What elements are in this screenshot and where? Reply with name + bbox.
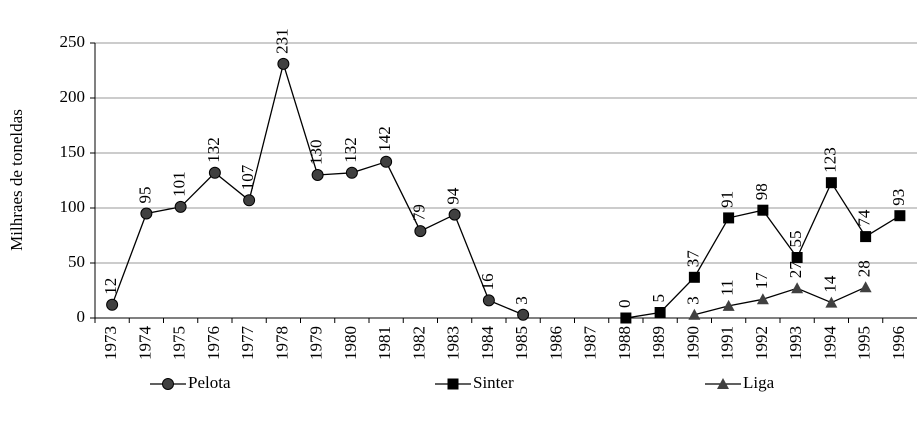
data-point (414, 225, 427, 238)
legend-label: Pelota (188, 373, 231, 392)
data-label: 14 (820, 275, 839, 293)
y-tick-label: 250 (60, 32, 86, 51)
x-tick-label: 1979 (307, 326, 326, 360)
data-point (791, 282, 804, 294)
x-tick-label: 1985 (512, 326, 531, 360)
data-label: 5 (649, 294, 668, 303)
x-tick-label: 1978 (272, 326, 291, 360)
x-tick-label: 1982 (409, 326, 428, 360)
legend-marker (162, 378, 174, 390)
data-point (688, 308, 701, 320)
data-label: 79 (409, 204, 428, 221)
data-point (757, 204, 769, 216)
data-point (825, 296, 838, 308)
data-label: 74 (855, 209, 874, 227)
x-tick-label: 1993 (786, 326, 805, 360)
legend-marker (717, 378, 729, 389)
x-tick-label: 1990 (683, 326, 702, 360)
x-tick-label: 1977 (238, 326, 257, 361)
data-point (620, 312, 632, 324)
data-label: 93 (889, 189, 908, 206)
x-tick-label: 1984 (478, 326, 497, 361)
data-label: 98 (752, 183, 771, 200)
data-label: 12 (101, 278, 120, 295)
data-point (208, 166, 221, 179)
data-point (106, 298, 119, 311)
data-point (380, 155, 393, 168)
data-label: 16 (478, 273, 497, 290)
data-label: 3 (683, 296, 702, 305)
series-line (694, 286, 866, 316)
data-label: 94 (444, 187, 463, 205)
data-label: 55 (786, 231, 805, 248)
x-tick-label: 1995 (855, 326, 874, 360)
data-label: 231 (272, 28, 291, 54)
x-tick-label: 1980 (341, 326, 360, 360)
data-point (311, 169, 324, 181)
data-label: 142 (375, 126, 394, 152)
data-label: 37 (683, 250, 702, 268)
data-point (688, 271, 700, 283)
data-label: 17 (752, 272, 771, 290)
data-label: 91 (718, 191, 737, 208)
x-tick-label: 1994 (820, 326, 839, 361)
data-point (722, 299, 735, 311)
data-label: 95 (135, 187, 154, 204)
data-point (756, 293, 769, 305)
x-tick-label: 1983 (444, 326, 463, 360)
data-label: 3 (512, 296, 531, 305)
data-point (482, 294, 495, 307)
x-tick-label: 1986 (546, 326, 565, 360)
x-tick-label: 1987 (581, 326, 600, 361)
y-tick-label: 150 (60, 142, 86, 161)
x-tick-label: 1974 (135, 326, 154, 361)
data-point (174, 200, 187, 213)
data-point (140, 207, 153, 220)
data-point (723, 212, 735, 224)
data-point (825, 177, 837, 189)
data-point (277, 57, 290, 70)
data-label: 130 (307, 140, 326, 166)
x-tick-label: 1981 (375, 326, 394, 360)
data-label: 28 (855, 260, 874, 277)
x-tick-label: 1973 (101, 326, 120, 360)
data-label: 132 (341, 137, 360, 163)
data-point (791, 252, 803, 263)
data-point (654, 307, 666, 318)
x-tick-label: 1988 (615, 326, 634, 360)
data-point (517, 308, 530, 321)
data-point (859, 281, 872, 293)
y-tick-label: 0 (77, 307, 86, 326)
data-label: 101 (170, 171, 189, 197)
x-tick-label: 1976 (204, 326, 223, 360)
x-tick-label: 1991 (718, 326, 737, 360)
data-label: 0 (615, 300, 634, 309)
data-label: 123 (820, 147, 839, 173)
data-point (860, 231, 872, 243)
legend-marker (447, 378, 459, 390)
x-tick-label: 1975 (170, 326, 189, 360)
y-tick-label: 200 (60, 87, 86, 106)
data-point (345, 166, 358, 179)
legend-label: Liga (743, 373, 775, 392)
x-tick-label: 1989 (649, 326, 668, 360)
data-label: 107 (238, 164, 257, 190)
x-tick-label: 1996 (889, 326, 908, 360)
y-tick-label: 100 (60, 197, 86, 216)
data-point (243, 194, 256, 207)
y-axis-label: Milhraes de toneldas (7, 109, 26, 251)
data-label: 11 (718, 280, 737, 296)
data-point (448, 208, 461, 221)
x-tick-label: 1992 (752, 326, 771, 360)
legend-label: Sinter (473, 373, 514, 392)
data-label: 132 (204, 137, 223, 163)
y-tick-label: 50 (68, 252, 85, 271)
data-label: 27 (786, 261, 805, 279)
data-point (894, 210, 906, 222)
